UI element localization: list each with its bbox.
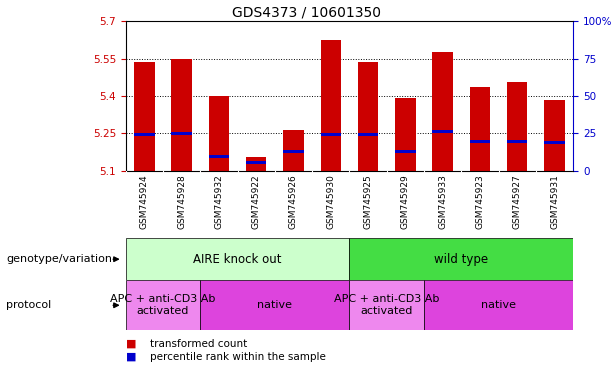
Text: percentile rank within the sample: percentile rank within the sample xyxy=(150,352,326,362)
Text: GSM745926: GSM745926 xyxy=(289,174,298,229)
Bar xyxy=(395,99,416,171)
Bar xyxy=(507,82,527,171)
Text: GSM745933: GSM745933 xyxy=(438,174,447,229)
Text: GSM745928: GSM745928 xyxy=(177,174,186,229)
Bar xyxy=(172,59,192,171)
Bar xyxy=(507,140,527,143)
Bar xyxy=(246,161,267,164)
Text: GSM745931: GSM745931 xyxy=(550,174,559,229)
Bar xyxy=(544,141,565,144)
Text: transformed count: transformed count xyxy=(150,339,248,349)
Bar xyxy=(134,133,154,136)
Text: GSM745922: GSM745922 xyxy=(252,174,261,229)
Bar xyxy=(432,52,453,171)
Text: APC + anti-CD3 Ab
activated: APC + anti-CD3 Ab activated xyxy=(334,295,440,316)
Bar xyxy=(544,100,565,171)
Bar xyxy=(321,40,341,171)
Bar xyxy=(470,87,490,171)
Bar xyxy=(208,155,229,158)
Bar xyxy=(432,130,453,133)
Text: GSM745924: GSM745924 xyxy=(140,174,149,229)
Bar xyxy=(134,62,154,171)
Text: GSM745929: GSM745929 xyxy=(401,174,410,229)
Bar xyxy=(126,280,200,330)
Text: wild type: wild type xyxy=(434,253,489,266)
Bar xyxy=(358,133,378,136)
Bar xyxy=(172,132,192,136)
Text: GSM745930: GSM745930 xyxy=(326,174,335,229)
Bar xyxy=(208,96,229,171)
Text: ■: ■ xyxy=(126,339,136,349)
Bar xyxy=(395,150,416,153)
Bar xyxy=(126,238,349,280)
Bar xyxy=(424,280,573,330)
Text: GSM745927: GSM745927 xyxy=(512,174,522,229)
Text: native: native xyxy=(481,300,516,310)
Text: GSM745932: GSM745932 xyxy=(215,174,223,229)
Bar xyxy=(283,150,303,153)
Text: GSM745923: GSM745923 xyxy=(476,174,484,229)
Bar xyxy=(358,62,378,171)
Bar xyxy=(349,238,573,280)
Bar xyxy=(349,280,424,330)
Text: AIRE knock out: AIRE knock out xyxy=(193,253,282,266)
Bar xyxy=(470,140,490,143)
Bar xyxy=(283,130,303,171)
Bar xyxy=(321,133,341,136)
Text: GDS4373 / 10601350: GDS4373 / 10601350 xyxy=(232,6,381,20)
Text: protocol: protocol xyxy=(6,300,51,310)
Text: native: native xyxy=(257,300,292,310)
Text: genotype/variation: genotype/variation xyxy=(6,254,112,264)
Text: GSM745925: GSM745925 xyxy=(364,174,373,229)
Text: ■: ■ xyxy=(126,352,136,362)
Bar xyxy=(246,157,267,171)
Text: APC + anti-CD3 Ab
activated: APC + anti-CD3 Ab activated xyxy=(110,295,216,316)
Bar xyxy=(200,280,349,330)
